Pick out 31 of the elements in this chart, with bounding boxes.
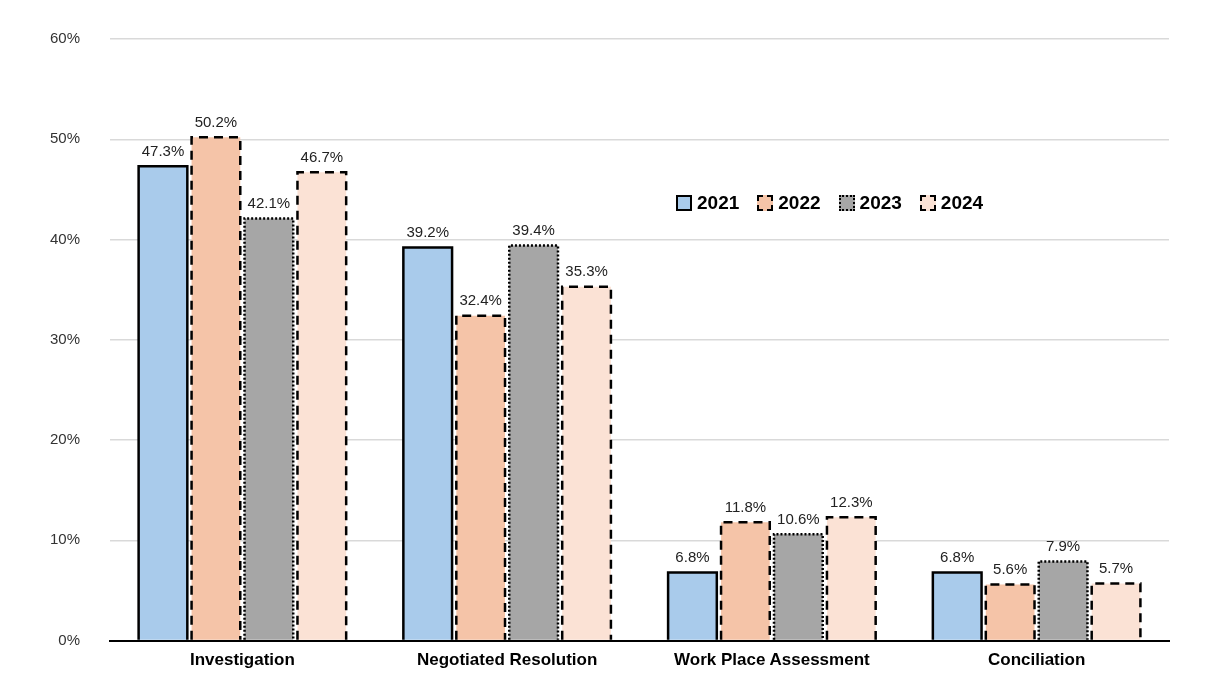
x-tick-label: Negotiated Resolution: [416, 650, 598, 670]
legend-label: 2023: [859, 192, 902, 214]
data-label: 42.1%: [247, 194, 291, 212]
y-tick-label: 0%: [58, 630, 81, 648]
y-tick-label: 30%: [49, 329, 81, 347]
legend-label: 2024: [940, 192, 984, 214]
data-label: 50.2%: [194, 112, 238, 130]
data-label: 7.9%: [1046, 537, 1081, 555]
legend-label: 2021: [697, 192, 740, 214]
data-label: 12.3%: [830, 492, 873, 510]
data-label: 32.4%: [459, 291, 502, 309]
data-label: 6.8%: [675, 548, 710, 566]
data-label: 5.6%: [993, 560, 1028, 578]
data-label: 39.2%: [406, 223, 449, 241]
y-tick-label: 40%: [49, 229, 81, 247]
data-label: 46.7%: [300, 148, 344, 165]
y-tick-label: 60%: [49, 29, 81, 47]
data-label: 11.8%: [724, 497, 767, 515]
data-label: 39.4%: [512, 221, 555, 239]
y-tick-label: 20%: [49, 430, 81, 448]
data-label: 6.8%: [940, 548, 975, 566]
data-label: 5.7%: [1098, 559, 1134, 577]
x-tick-label: Work Place Assessment: [674, 650, 871, 670]
legend-label: 2022: [778, 192, 821, 214]
data-label: 35.3%: [565, 262, 608, 280]
data-label: 10.6%: [777, 509, 820, 527]
x-tick-label: Investigation: [189, 650, 295, 670]
x-tick-label: Conciliation: [987, 650, 1086, 670]
y-tick-label: 50%: [49, 129, 81, 147]
data-label: 47.3%: [141, 141, 185, 159]
y-tick-label: 10%: [49, 530, 81, 548]
